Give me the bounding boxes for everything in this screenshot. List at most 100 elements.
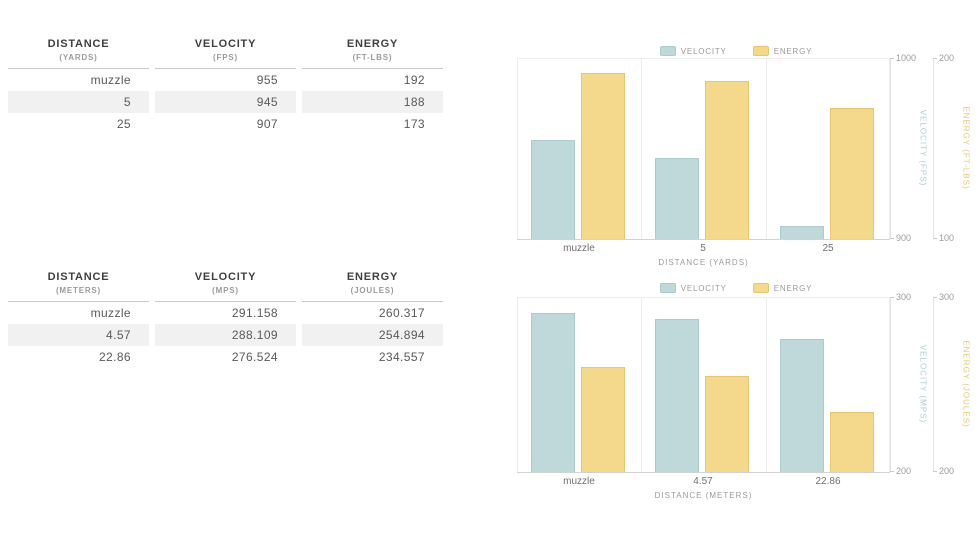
- column-header: DISTANCE (METERS): [8, 271, 149, 302]
- chart-plot-area: [517, 297, 890, 473]
- legend-label: VELOCITY: [680, 283, 727, 293]
- table-cell: 234.557: [378, 350, 425, 364]
- gridline: [641, 59, 642, 239]
- gridline: [766, 59, 767, 239]
- legend-label: ENERGY: [773, 46, 813, 56]
- gridline: [889, 59, 890, 239]
- gridline: [517, 59, 518, 239]
- y-axis-tick-label: 900: [896, 233, 912, 243]
- tick-mark: [890, 238, 894, 239]
- chart-plot-area: [517, 58, 890, 240]
- legend-item-energy[interactable]: ENERGY: [752, 46, 813, 56]
- velocity-bar[interactable]: [531, 313, 575, 472]
- x-axis-category-label: muzzle: [563, 243, 595, 254]
- energy-bar[interactable]: [581, 367, 625, 472]
- gridline: [766, 298, 767, 472]
- table-row: 22.86 276.524 234.557: [8, 346, 443, 368]
- table-cell: 288.109: [155, 324, 296, 346]
- x-axis-category-label: 22.86: [815, 476, 841, 487]
- table-cell: 945: [155, 91, 296, 113]
- y-axis-tick-label: 200: [939, 466, 955, 476]
- x-axis-title: DISTANCE (YARDS): [658, 258, 749, 267]
- x-axis-category-label: 25: [822, 243, 834, 254]
- velocity-energy-chart-meters: VELOCITY ENERGY 300 200 VELOCITY (MPS) 300 20…: [517, 283, 978, 503]
- velocity-bar[interactable]: [780, 339, 824, 472]
- velocity-legend-swatch-icon: [659, 46, 676, 56]
- table-cell: muzzle: [90, 306, 131, 320]
- table-cell: 291.158: [231, 306, 278, 320]
- table-row: 5 945 188: [8, 91, 443, 113]
- y-axis-line-energy: [933, 297, 934, 471]
- column-unit: (METERS): [55, 286, 102, 295]
- column-unit: (MPS): [212, 286, 239, 295]
- velocity-legend-swatch-icon: [659, 283, 676, 293]
- tick-mark: [933, 297, 937, 298]
- y-axis-title-energy: ENERGY (JOULES): [961, 340, 971, 428]
- energy-bar[interactable]: [581, 73, 625, 239]
- table-cell: 192: [403, 73, 425, 87]
- y-axis-title-energy: ENERGY (FT-LBS): [961, 106, 971, 190]
- y-axis-tick-label: 200: [896, 466, 912, 476]
- column-title: DISTANCE: [47, 271, 110, 283]
- y-axis-line-velocity: [890, 58, 891, 238]
- tick-mark: [933, 471, 937, 472]
- column-header: ENERGY (JOULES): [302, 271, 443, 302]
- table-cell: 188: [302, 91, 443, 113]
- table-cell: 955: [256, 73, 278, 87]
- chart-legend: VELOCITY ENERGY: [517, 46, 955, 56]
- table-cell: 5: [8, 91, 149, 113]
- ballistics-table-metric: DISTANCE (METERS) VELOCITY (MPS) ENERGY (JOUL…: [2, 271, 449, 368]
- legend-item-velocity[interactable]: VELOCITY: [659, 283, 727, 293]
- column-header: DISTANCE (YARDS): [8, 38, 149, 69]
- energy-bar[interactable]: [705, 81, 749, 239]
- gridline: [889, 298, 890, 472]
- legend-label: VELOCITY: [680, 46, 727, 56]
- column-unit: (FPS): [213, 53, 238, 62]
- velocity-bar[interactable]: [531, 140, 575, 239]
- velocity-bar[interactable]: [780, 226, 824, 239]
- table-cell: 22.86: [98, 350, 131, 364]
- x-axis-category-label: muzzle: [563, 476, 595, 487]
- energy-bar[interactable]: [830, 412, 874, 472]
- table-cell: 173: [403, 117, 425, 131]
- column-header: VELOCITY (MPS): [155, 271, 296, 302]
- velocity-bar[interactable]: [655, 158, 699, 239]
- tick-mark: [890, 58, 894, 59]
- gridline: [641, 298, 642, 472]
- velocity-energy-chart-yards: VELOCITY ENERGY 1000 900 VELOCITY (FPS) 200 1…: [517, 46, 978, 278]
- y-axis-title-velocity: VELOCITY (FPS): [918, 109, 928, 187]
- table-cell: 254.894: [302, 324, 443, 346]
- table-cell: 25: [116, 117, 131, 131]
- table-row: 25 907 173: [8, 113, 443, 135]
- y-axis-tick-label: 100: [939, 233, 955, 243]
- y-axis-line-velocity: [890, 297, 891, 471]
- table-row: muzzle 291.158 260.317: [8, 302, 443, 324]
- tick-mark: [890, 471, 894, 472]
- velocity-bar[interactable]: [655, 319, 699, 472]
- table-row: 4.57 288.109 254.894: [8, 324, 443, 346]
- column-title: DISTANCE: [47, 38, 110, 50]
- energy-bar[interactable]: [830, 108, 874, 239]
- y-axis-tick-label: 200: [939, 53, 955, 63]
- ballistics-table-imperial: DISTANCE (YARDS) VELOCITY (FPS) ENERGY (FT-LB…: [2, 38, 449, 135]
- y-axis-tick-label: 1000: [896, 53, 917, 63]
- gridline: [517, 298, 518, 472]
- x-axis-category-label: 5: [700, 243, 706, 254]
- column-unit: (FT-LBS): [352, 53, 393, 62]
- y-axis-tick-label: 300: [896, 292, 912, 302]
- column-unit: (YARDS): [59, 53, 98, 62]
- energy-bar[interactable]: [705, 376, 749, 472]
- table-cell: 260.317: [378, 306, 425, 320]
- legend-item-energy[interactable]: ENERGY: [752, 283, 813, 293]
- y-axis-tick-label: 300: [939, 292, 955, 302]
- table-cell: muzzle: [90, 73, 131, 87]
- tick-mark: [933, 238, 937, 239]
- x-axis-category-label: 4.57: [693, 476, 713, 487]
- column-unit: (JOULES): [350, 286, 395, 295]
- table-cell: 4.57: [8, 324, 149, 346]
- column-title: ENERGY: [346, 38, 399, 50]
- column-title: ENERGY: [346, 271, 399, 283]
- tick-mark: [933, 58, 937, 59]
- legend-item-velocity[interactable]: VELOCITY: [659, 46, 727, 56]
